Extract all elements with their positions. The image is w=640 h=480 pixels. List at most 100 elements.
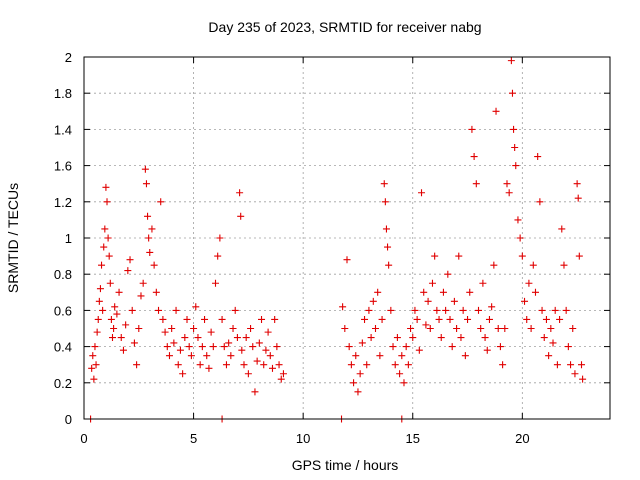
data-point: [352, 352, 360, 360]
data-point: [255, 339, 263, 347]
data-point: [518, 252, 526, 260]
data-point: [130, 339, 138, 347]
data-point: [420, 288, 428, 296]
data-point: [119, 346, 127, 354]
data-point: [505, 189, 513, 197]
data-point: [207, 328, 215, 336]
data-point: [431, 252, 439, 260]
data-point: [185, 343, 193, 351]
data-point: [536, 198, 544, 206]
data-point: [124, 267, 132, 275]
data-point: [525, 279, 533, 287]
data-point: [172, 306, 180, 314]
data-point: [227, 352, 235, 360]
data-point: [553, 361, 561, 369]
data-point: [238, 346, 246, 354]
data-point: [168, 325, 176, 332]
data-point: [260, 361, 268, 369]
data-point: [385, 261, 393, 269]
data-point: [356, 370, 364, 378]
data-point: [396, 370, 404, 378]
data-point: [573, 180, 581, 188]
data-point: [181, 334, 189, 342]
data-point: [144, 212, 152, 220]
data-point: [389, 343, 397, 351]
data-point: [384, 243, 392, 251]
data-point: [94, 315, 102, 323]
data-point: [95, 297, 103, 305]
data-point: [457, 334, 465, 342]
data-point: [444, 270, 452, 278]
data-point: [453, 325, 461, 332]
data-point: [222, 361, 230, 369]
data-point: [564, 343, 572, 351]
data-point: [165, 352, 173, 360]
data-point: [485, 315, 493, 323]
data-point: [483, 346, 491, 354]
data-point: [415, 346, 423, 354]
data-point: [435, 315, 443, 323]
data-point: [92, 361, 100, 369]
data-point: [194, 334, 202, 342]
y-tick-label: 1.2: [54, 195, 72, 210]
data-point: [155, 306, 163, 314]
data-point: [106, 279, 114, 287]
data-point: [439, 288, 447, 296]
data-point: [141, 165, 149, 173]
data-point: [100, 243, 108, 251]
data-point: [510, 125, 518, 133]
data-point: [407, 325, 415, 332]
data-point: [93, 328, 101, 336]
data-point: [233, 334, 241, 342]
data-point: [242, 334, 250, 342]
data-point: [391, 361, 399, 369]
data-point: [494, 325, 502, 332]
data-point: [382, 225, 390, 233]
data-point: [99, 306, 107, 314]
data-point: [503, 180, 511, 188]
data-point: [523, 315, 531, 323]
data-point: [271, 315, 279, 323]
data-point: [117, 334, 125, 342]
data-point: [203, 352, 211, 360]
data-point: [102, 183, 110, 191]
data-point: [374, 288, 382, 296]
data-point: [508, 89, 516, 97]
data-point: [146, 248, 154, 256]
data-point: [574, 194, 582, 202]
data-point: [350, 379, 358, 387]
data-point: [148, 225, 156, 233]
data-point: [578, 361, 586, 369]
data-point: [279, 370, 287, 378]
data-point: [488, 303, 496, 311]
x-tick-label: 15: [406, 431, 420, 446]
data-point: [492, 107, 500, 115]
data-point: [205, 364, 213, 372]
data-point: [472, 180, 480, 188]
data-point: [365, 306, 373, 314]
data-point: [358, 339, 366, 347]
data-point: [196, 361, 204, 369]
data-point: [89, 352, 97, 360]
data-point: [249, 343, 257, 351]
data-point: [527, 325, 535, 332]
data-point: [237, 212, 245, 220]
data-point: [115, 288, 123, 296]
y-tick-label: 0.2: [54, 376, 72, 391]
data-point: [490, 261, 498, 269]
y-tick-label: 1: [65, 231, 72, 246]
data-point: [163, 343, 171, 351]
data-point: [433, 306, 441, 314]
data-point: [459, 306, 467, 314]
data-point: [400, 379, 408, 387]
data-point: [381, 198, 389, 206]
data-point: [446, 315, 454, 323]
data-point: [424, 297, 432, 305]
data-point: [137, 292, 145, 300]
data-point: [264, 328, 272, 336]
data-point: [277, 375, 285, 383]
data-point: [367, 334, 375, 342]
data-point: [225, 339, 233, 347]
data-point: [212, 279, 219, 287]
